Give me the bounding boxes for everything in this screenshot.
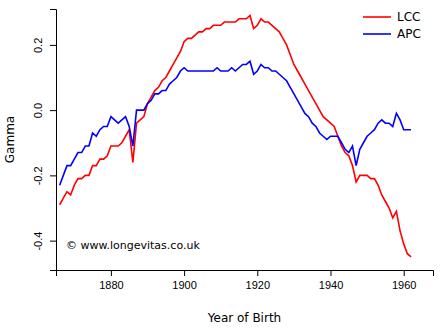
x-axis-line [57, 271, 434, 277]
legend: LCC APC [363, 10, 421, 41]
legend-swatch [363, 33, 391, 35]
x-tick-mark [257, 270, 258, 276]
x-tick-mark [331, 270, 332, 276]
x-tick-label: 1920 [246, 279, 270, 291]
x-tick-mark [184, 270, 185, 276]
x-tick: 1900 [172, 270, 196, 291]
x-tick-mark [404, 270, 405, 276]
y-tick-mark [50, 45, 56, 46]
x-tick: 1940 [319, 270, 343, 291]
chart: 1880 1900 1920 1940 1960 -0.4 -0.2 0.0 0.2 Year o… [0, 0, 442, 332]
x-tick: 1960 [392, 270, 416, 291]
legend-label: LCC [397, 10, 420, 24]
y-tick-label: -0.4 [32, 232, 44, 251]
y-tick-mark [50, 110, 56, 111]
y-axis-line [50, 10, 57, 271]
legend-swatch [363, 16, 391, 18]
y-tick: 0.0 [32, 103, 56, 118]
y-tick: 0.2 [32, 38, 56, 53]
x-tick: 1880 [99, 270, 123, 291]
y-tick-mark [50, 175, 56, 176]
x-tick-label: 1900 [172, 279, 196, 291]
y-tick: -0.4 [32, 232, 56, 251]
series-line [60, 61, 411, 185]
x-axis-title: Year of Birth [207, 311, 281, 325]
y-tick-label: 0.0 [32, 103, 44, 118]
x-tick-label: 1940 [319, 279, 343, 291]
x-tick-label: 1880 [99, 279, 123, 291]
x-tick-label: 1960 [392, 279, 416, 291]
plot-area [60, 16, 411, 257]
y-axis: -0.4 -0.2 0.0 0.2 [32, 10, 57, 271]
y-tick-label: 0.2 [32, 38, 44, 53]
y-tick: -0.2 [32, 166, 56, 185]
y-axis-title: Gamma [3, 116, 17, 163]
legend-label: APC [397, 27, 421, 41]
x-tick-mark [111, 270, 112, 276]
x-axis: 1880 1900 1920 1940 1960 [57, 270, 434, 291]
y-tick-mark [50, 241, 56, 242]
y-tick-label: -0.2 [32, 166, 44, 185]
series-line [60, 16, 411, 257]
x-tick: 1920 [246, 270, 270, 291]
annotation: © www.longevitas.co.uk [66, 239, 200, 252]
